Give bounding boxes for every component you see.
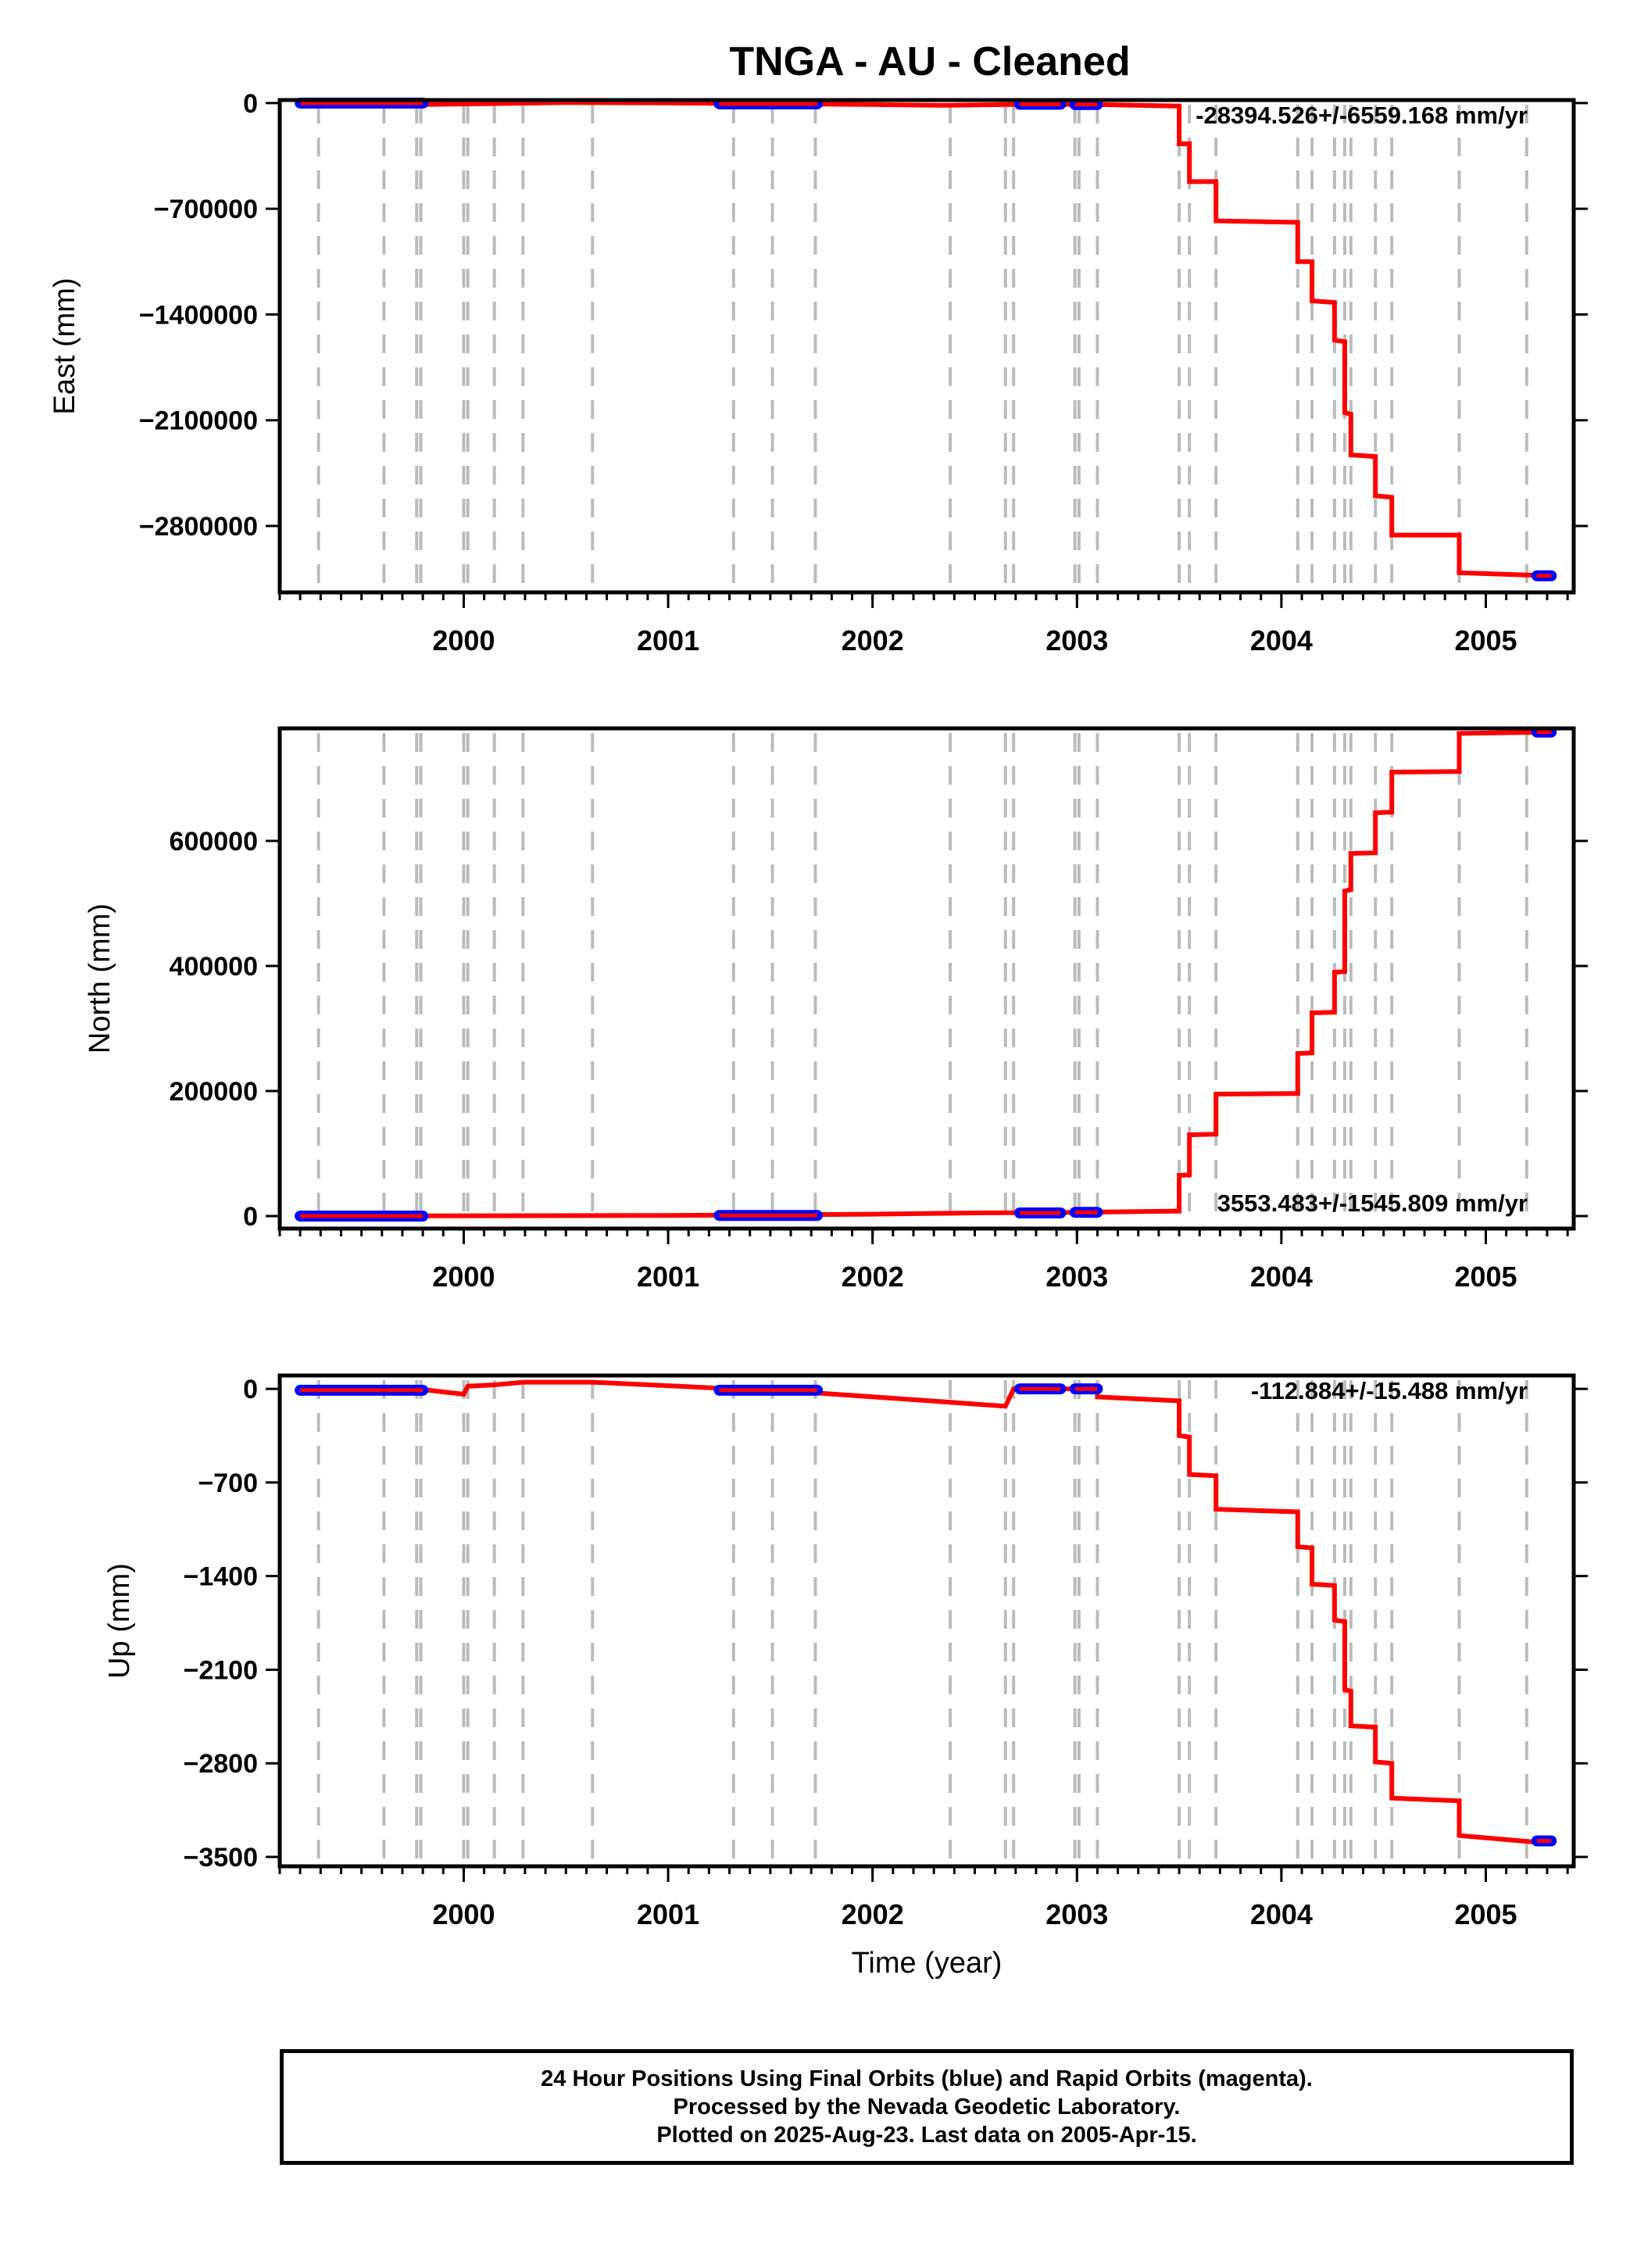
x-tick-label: 2000 (432, 1261, 495, 1293)
y-axis-label: East (mm) (48, 277, 81, 414)
x-tick-label: 2002 (842, 1898, 904, 1930)
y-tick-label: 0 (243, 1202, 258, 1232)
processing-info-box: 24 Hour Positions Using Final Orbits (bl… (280, 2049, 1574, 2165)
y-tick-label: −2800 (184, 1749, 259, 1779)
y-tick-label: 400000 (170, 952, 258, 982)
rate-annotation: 3553.483+/-1545.809 mm/yr (1217, 1189, 1528, 1217)
y-tick-label: −1400 (184, 1562, 259, 1592)
x-tick-label: 2005 (1454, 1898, 1517, 1930)
y-tick-label: −1400000 (139, 300, 258, 330)
plot-frame (277, 726, 1576, 1231)
footer-line-orbits: 24 Hour Positions Using Final Orbits (bl… (541, 2066, 1313, 2091)
y-tick-label: −2100000 (139, 406, 258, 436)
model-line (300, 100, 1552, 578)
footer-line-dates: Plotted on 2025-Aug-23. Last data on 200… (656, 2123, 1197, 2148)
x-axis-label: Time (year) (852, 1947, 1003, 1980)
y-axis-label: Up (mm) (103, 1563, 136, 1679)
y-axis-label: North (mm) (84, 903, 116, 1054)
x-tick-label: 2004 (1250, 624, 1313, 656)
rate-annotation: -28394.526+/-6559.168 mm/yr (1196, 102, 1528, 129)
x-tick-label: 2002 (842, 1261, 904, 1293)
plot-frame (277, 98, 1576, 595)
x-tick-label: 2001 (637, 1261, 699, 1293)
y-tick-label: −2100 (184, 1655, 259, 1685)
y-tick-label: −2800000 (139, 512, 258, 542)
x-tick-label: 2001 (637, 1898, 699, 1930)
model-line (300, 729, 1552, 1218)
x-tick-label: 2003 (1045, 1261, 1108, 1293)
x-tick-label: 2004 (1250, 1898, 1313, 1930)
x-tick-label: 2002 (842, 624, 904, 656)
plot-frame (277, 1373, 1576, 1869)
chart-title: TNGA - AU - Cleaned (729, 39, 1130, 84)
x-tick-label: 2003 (1045, 1898, 1108, 1930)
y-tick-label: −700000 (154, 195, 258, 224)
x-tick-label: 2005 (1454, 1261, 1517, 1293)
footer-line-lab: Processed by the Nevada Geodetic Laborat… (673, 2095, 1181, 2120)
x-tick-label: 2000 (432, 1898, 495, 1930)
east-panel: 0 −700000 −1400000 −2100000 −2800000 2000 2001… (48, 89, 1588, 656)
y-tick-label: 200000 (170, 1077, 258, 1107)
x-tick-label: 2001 (637, 624, 699, 656)
x-tick-label: 2000 (432, 624, 495, 656)
y-tick-label: 600000 (170, 827, 258, 857)
north-panel: 0 200000 400000 600000 2000 2001 2002 2003 2004 2… (84, 726, 1588, 1293)
up-panel: 0 −700 −1400 −2100 −2800 −3500 2000 2001 2002 200… (103, 1373, 1588, 1980)
rate-annotation: -112.884+/-15.488 mm/yr (1251, 1377, 1528, 1404)
y-tick-label: 0 (243, 89, 258, 119)
x-tick-label: 2003 (1045, 624, 1108, 656)
x-tick-label: 2005 (1454, 624, 1517, 656)
y-tick-label: −3500 (184, 1843, 259, 1873)
y-tick-label: 0 (243, 1375, 258, 1404)
model-line (300, 1379, 1552, 1846)
x-tick-label: 2004 (1250, 1261, 1313, 1293)
y-tick-label: −700 (198, 1468, 258, 1498)
